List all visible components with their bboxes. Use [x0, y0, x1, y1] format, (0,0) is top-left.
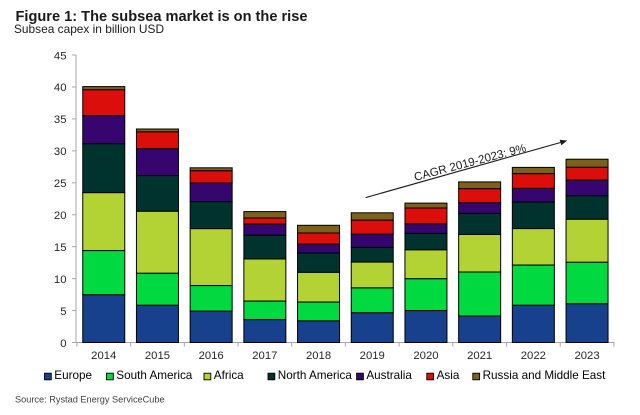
- svg-text:2019: 2019: [360, 350, 385, 362]
- svg-text:30: 30: [54, 146, 67, 158]
- svg-text:10: 10: [54, 274, 67, 286]
- svg-text:2022: 2022: [521, 350, 546, 362]
- svg-text:40: 40: [54, 82, 67, 94]
- svg-text:Subsea capex in billion USD: Subsea capex in billion USD: [14, 22, 164, 36]
- svg-text:Russia and Middle East: Russia and Middle East: [483, 369, 607, 382]
- svg-text:2014: 2014: [91, 350, 116, 362]
- svg-text:Source: Rystad Energy ServiceC: Source: Rystad Energy ServiceCube: [15, 395, 165, 405]
- svg-text:Figure 1: The subsea market is: Figure 1: The subsea market is on the ri…: [16, 9, 308, 25]
- svg-text:Africa: Africa: [214, 369, 244, 382]
- svg-text:2018: 2018: [306, 350, 331, 362]
- svg-text:2017: 2017: [252, 350, 277, 362]
- svg-text:South America: South America: [116, 369, 193, 382]
- svg-text:2015: 2015: [145, 350, 170, 362]
- svg-text:0: 0: [60, 338, 66, 350]
- svg-text:35: 35: [54, 114, 67, 126]
- svg-text:15: 15: [54, 242, 67, 254]
- svg-text:2023: 2023: [574, 350, 599, 362]
- svg-text:Europe: Europe: [54, 369, 92, 382]
- svg-text:20: 20: [54, 210, 67, 222]
- svg-text:2021: 2021: [467, 350, 492, 362]
- svg-text:25: 25: [54, 178, 67, 190]
- svg-text:5: 5: [60, 306, 66, 318]
- svg-text:2016: 2016: [199, 350, 224, 362]
- svg-text:2020: 2020: [413, 350, 438, 362]
- svg-text:45: 45: [54, 50, 67, 62]
- svg-text:Asia: Asia: [437, 369, 460, 382]
- svg-text:Australia: Australia: [366, 369, 412, 382]
- svg-text:North America: North America: [278, 369, 353, 382]
